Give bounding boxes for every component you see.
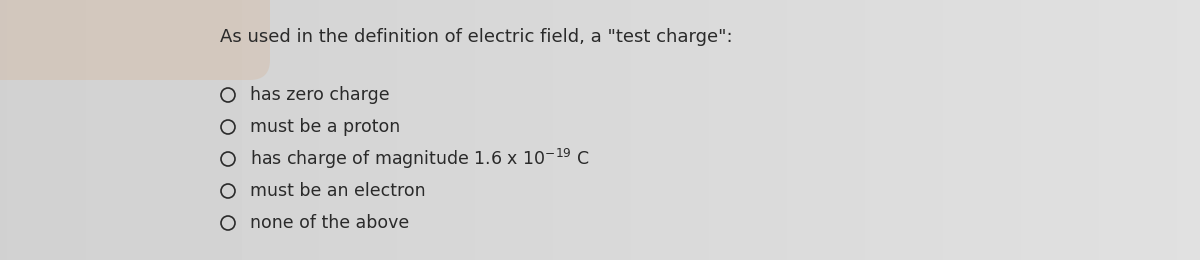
Text: must be a proton: must be a proton: [250, 118, 401, 136]
Text: has zero charge: has zero charge: [250, 86, 390, 104]
Text: has charge of magnitude 1.6 x 10$^{-19}$ C: has charge of magnitude 1.6 x 10$^{-19}$…: [250, 147, 589, 171]
Text: must be an electron: must be an electron: [250, 182, 426, 200]
Text: none of the above: none of the above: [250, 214, 409, 232]
Text: As used in the definition of electric field, a "test charge":: As used in the definition of electric fi…: [220, 28, 733, 46]
FancyBboxPatch shape: [0, 0, 270, 80]
